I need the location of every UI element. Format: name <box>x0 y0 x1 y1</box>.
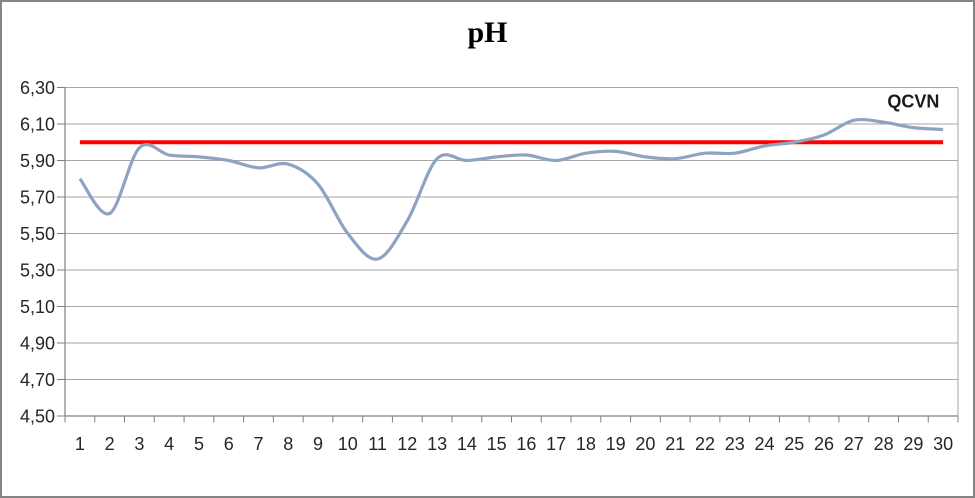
x-axis-label: 14 <box>457 434 477 454</box>
x-axis-label: 7 <box>253 434 263 454</box>
y-axis-label: 5,50 <box>20 224 55 244</box>
y-axis-label: 4,70 <box>20 370 55 390</box>
x-axis-label: 22 <box>695 434 715 454</box>
y-axis-label: 4,50 <box>20 407 55 427</box>
y-axis-label: 6,10 <box>20 115 55 135</box>
chart-title: pH <box>467 16 508 49</box>
x-axis-label: 30 <box>933 434 953 454</box>
y-axis-label: 5,10 <box>20 297 55 317</box>
x-axis-label: 17 <box>546 434 566 454</box>
x-axis-label: 23 <box>725 434 745 454</box>
x-axis-label: 20 <box>635 434 655 454</box>
x-axis-label: 13 <box>427 434 447 454</box>
x-axis-label: 24 <box>755 434 775 454</box>
x-axis-label: 11 <box>368 434 387 454</box>
x-axis-label: 1 <box>75 434 85 454</box>
y-axis-label: 4,90 <box>20 334 55 354</box>
x-axis-label: 6 <box>224 434 234 454</box>
x-axis-label: 5 <box>194 434 204 454</box>
x-axis-label: 25 <box>784 434 804 454</box>
x-axis-label: 29 <box>903 434 923 454</box>
x-axis-label: 28 <box>874 434 894 454</box>
x-axis-label: 19 <box>606 434 626 454</box>
y-axis-label: 5,30 <box>20 261 55 281</box>
x-axis-label: 18 <box>576 434 596 454</box>
y-axis-label: 5,70 <box>20 188 55 208</box>
x-axis-label: 9 <box>313 434 323 454</box>
qcvn-label: QCVN <box>887 92 939 112</box>
ph-series-line <box>78 117 944 261</box>
x-axis-label: 21 <box>665 434 685 454</box>
x-axis-label: 26 <box>814 434 834 454</box>
x-axis-label: 3 <box>134 434 144 454</box>
y-axis-label: 5,90 <box>20 151 55 171</box>
x-axis-label: 4 <box>164 434 174 454</box>
x-axis-label: 27 <box>844 434 864 454</box>
x-axis-label: 12 <box>397 434 417 454</box>
x-axis-label: 10 <box>338 434 358 454</box>
y-axis-label: 6,30 <box>20 78 55 98</box>
x-axis-label: 2 <box>105 434 115 454</box>
x-axis-label: 8 <box>283 434 293 454</box>
x-axis-label: 15 <box>487 434 507 454</box>
x-axis-label: 16 <box>516 434 536 454</box>
